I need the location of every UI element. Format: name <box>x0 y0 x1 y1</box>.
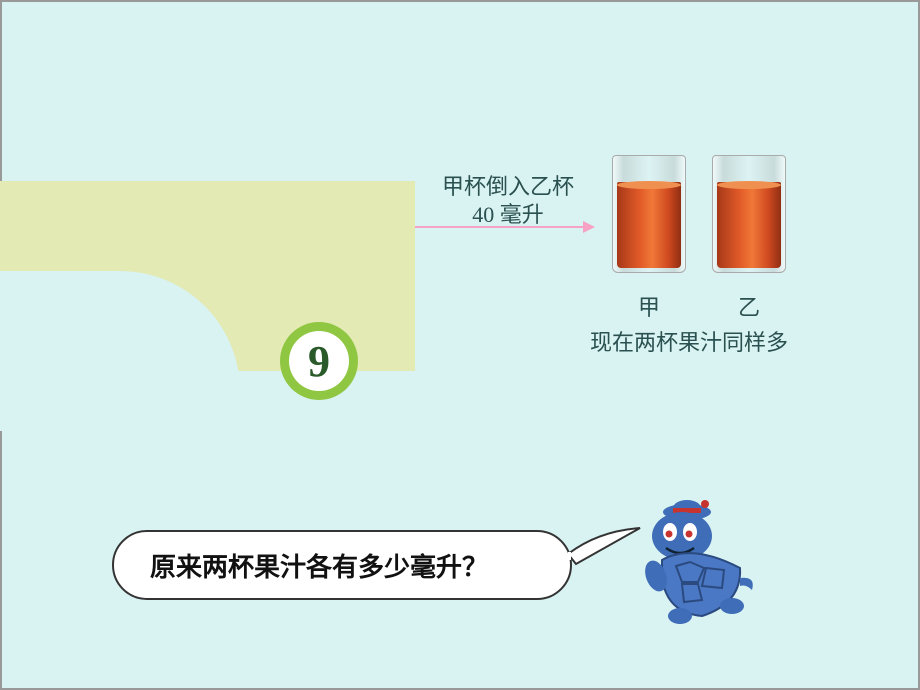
cups-caption: 现在两杯果汁同样多 <box>590 325 788 357</box>
arrow-caption: 甲杯倒入乙杯 40 毫升 <box>428 173 588 229</box>
arrow-caption-line1: 甲杯倒入乙杯 <box>428 173 588 201</box>
speech-bubble: 原来两杯果汁各有多少毫升？ <box>112 530 572 600</box>
cup-right-juice-surface <box>717 181 781 189</box>
turtle-icon <box>632 498 762 628</box>
cup-left-juice <box>617 182 681 268</box>
cup-right-juice <box>717 182 781 268</box>
speech-bubble-text: 原来两杯果汁各有多少毫升？ <box>150 547 488 584</box>
cup-left-label: 甲 <box>612 290 686 322</box>
cup-left-juice-surface <box>617 181 681 189</box>
arrow-caption-line2: 40 毫升 <box>428 201 588 229</box>
left-block-cutout <box>0 271 240 431</box>
badge-number: 9 <box>280 336 358 387</box>
number-badge: 9 <box>280 322 358 400</box>
cup-right: 乙 <box>712 155 786 273</box>
cup-right-label: 乙 <box>712 290 786 322</box>
cup-left: 甲 <box>612 155 686 273</box>
